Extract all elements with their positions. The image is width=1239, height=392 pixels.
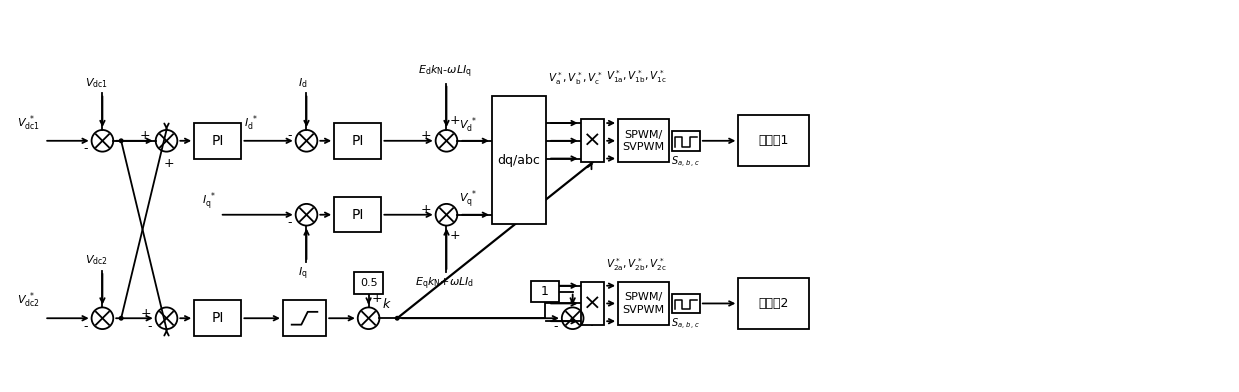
- Bar: [354, 272, 383, 294]
- Text: +: +: [450, 114, 460, 127]
- Text: 逆变器2: 逆变器2: [758, 297, 789, 310]
- Text: +: +: [372, 292, 382, 305]
- Bar: [673, 294, 700, 313]
- Bar: [335, 123, 382, 158]
- Text: +: +: [421, 203, 431, 216]
- Text: ×: ×: [584, 131, 602, 151]
- Circle shape: [119, 316, 124, 321]
- Text: $V_{\rm q}^{\ *}$: $V_{\rm q}^{\ *}$: [460, 189, 477, 211]
- Text: +: +: [141, 307, 151, 320]
- Text: +: +: [140, 129, 151, 142]
- Bar: [581, 119, 605, 162]
- Text: $V_{\rm dc2}^{\ *}$: $V_{\rm dc2}^{\ *}$: [16, 291, 40, 310]
- Text: $k$: $k$: [383, 298, 392, 311]
- Text: -: -: [83, 142, 88, 155]
- Text: ×: ×: [584, 294, 602, 314]
- Text: $S_{a,\,b,\,c}$: $S_{a,\,b,\,c}$: [672, 154, 701, 170]
- Bar: [195, 301, 242, 336]
- Text: $V_{\rm dc1}$: $V_{\rm dc1}$: [85, 76, 108, 89]
- Text: +: +: [421, 129, 431, 142]
- Bar: [581, 282, 605, 325]
- Text: $I_{\rm d}$: $I_{\rm d}$: [297, 76, 307, 89]
- Text: $V_{\rm a}^*,V_{\rm b}^*,V_{\rm c}^*$: $V_{\rm a}^*,V_{\rm b}^*,V_{\rm c}^*$: [548, 70, 602, 87]
- Text: SPWM/
SVPWM: SPWM/ SVPWM: [622, 292, 664, 315]
- Text: PI: PI: [352, 134, 364, 148]
- Text: -: -: [147, 319, 151, 333]
- Bar: [618, 282, 669, 325]
- Text: $S_{a,\,b,\,c}$: $S_{a,\,b,\,c}$: [672, 317, 701, 332]
- Bar: [738, 115, 809, 167]
- Text: +: +: [450, 229, 460, 241]
- Bar: [282, 301, 326, 336]
- Text: +: +: [164, 156, 173, 170]
- Bar: [532, 281, 559, 303]
- Circle shape: [119, 138, 124, 143]
- Bar: [335, 197, 382, 232]
- Text: dq/abc: dq/abc: [498, 154, 540, 167]
- Text: -: -: [554, 319, 558, 333]
- Bar: [673, 131, 700, 151]
- Circle shape: [395, 316, 400, 321]
- Text: $V_{\rm 1a}^*,V_{\rm 1b}^*,V_{\rm 1c}^*$: $V_{\rm 1a}^*,V_{\rm 1b}^*,V_{\rm 1c}^*$: [606, 68, 667, 85]
- Text: -: -: [287, 129, 291, 142]
- Text: PI: PI: [352, 208, 364, 222]
- Text: $V_{\rm d}^{\ *}$: $V_{\rm d}^{\ *}$: [460, 116, 477, 135]
- Text: PI: PI: [212, 134, 224, 148]
- Text: $k$-1: $k$-1: [586, 298, 603, 310]
- Text: SPWM/
SVPWM: SPWM/ SVPWM: [622, 130, 664, 152]
- Text: $I_{\rm d}^{\ *}$: $I_{\rm d}^{\ *}$: [244, 114, 258, 133]
- Text: -: -: [83, 319, 88, 333]
- Text: $V_{\rm dc1}^{\ *}$: $V_{\rm dc1}^{\ *}$: [16, 113, 40, 133]
- Text: 逆变器1: 逆变器1: [758, 134, 789, 147]
- Bar: [618, 119, 669, 162]
- Bar: [492, 96, 546, 224]
- Text: $I_{\rm q}^{\ *}$: $I_{\rm q}^{\ *}$: [202, 191, 216, 213]
- Text: $I_{\rm q}$: $I_{\rm q}$: [297, 266, 307, 282]
- Text: $V_{\rm 2a}^*,V_{\rm 2b}^*,V_{\rm 2c}^*$: $V_{\rm 2a}^*,V_{\rm 2b}^*,V_{\rm 2c}^*$: [606, 256, 667, 273]
- Text: $E_{\rm d}k_{\rm N}$-$\omega LI_{\rm q}$: $E_{\rm d}k_{\rm N}$-$\omega LI_{\rm q}$: [418, 63, 472, 80]
- Bar: [195, 123, 242, 158]
- Text: $E_{\rm q}k_{\rm N}$+$\omega LI_{\rm d}$: $E_{\rm q}k_{\rm N}$+$\omega LI_{\rm d}$: [415, 276, 475, 292]
- Bar: [738, 278, 809, 329]
- Text: 0.5: 0.5: [359, 278, 378, 288]
- Text: -: -: [287, 216, 291, 229]
- Text: 1: 1: [541, 285, 549, 298]
- Text: PI: PI: [212, 311, 224, 325]
- Text: $V_{\rm dc2}$: $V_{\rm dc2}$: [85, 253, 108, 267]
